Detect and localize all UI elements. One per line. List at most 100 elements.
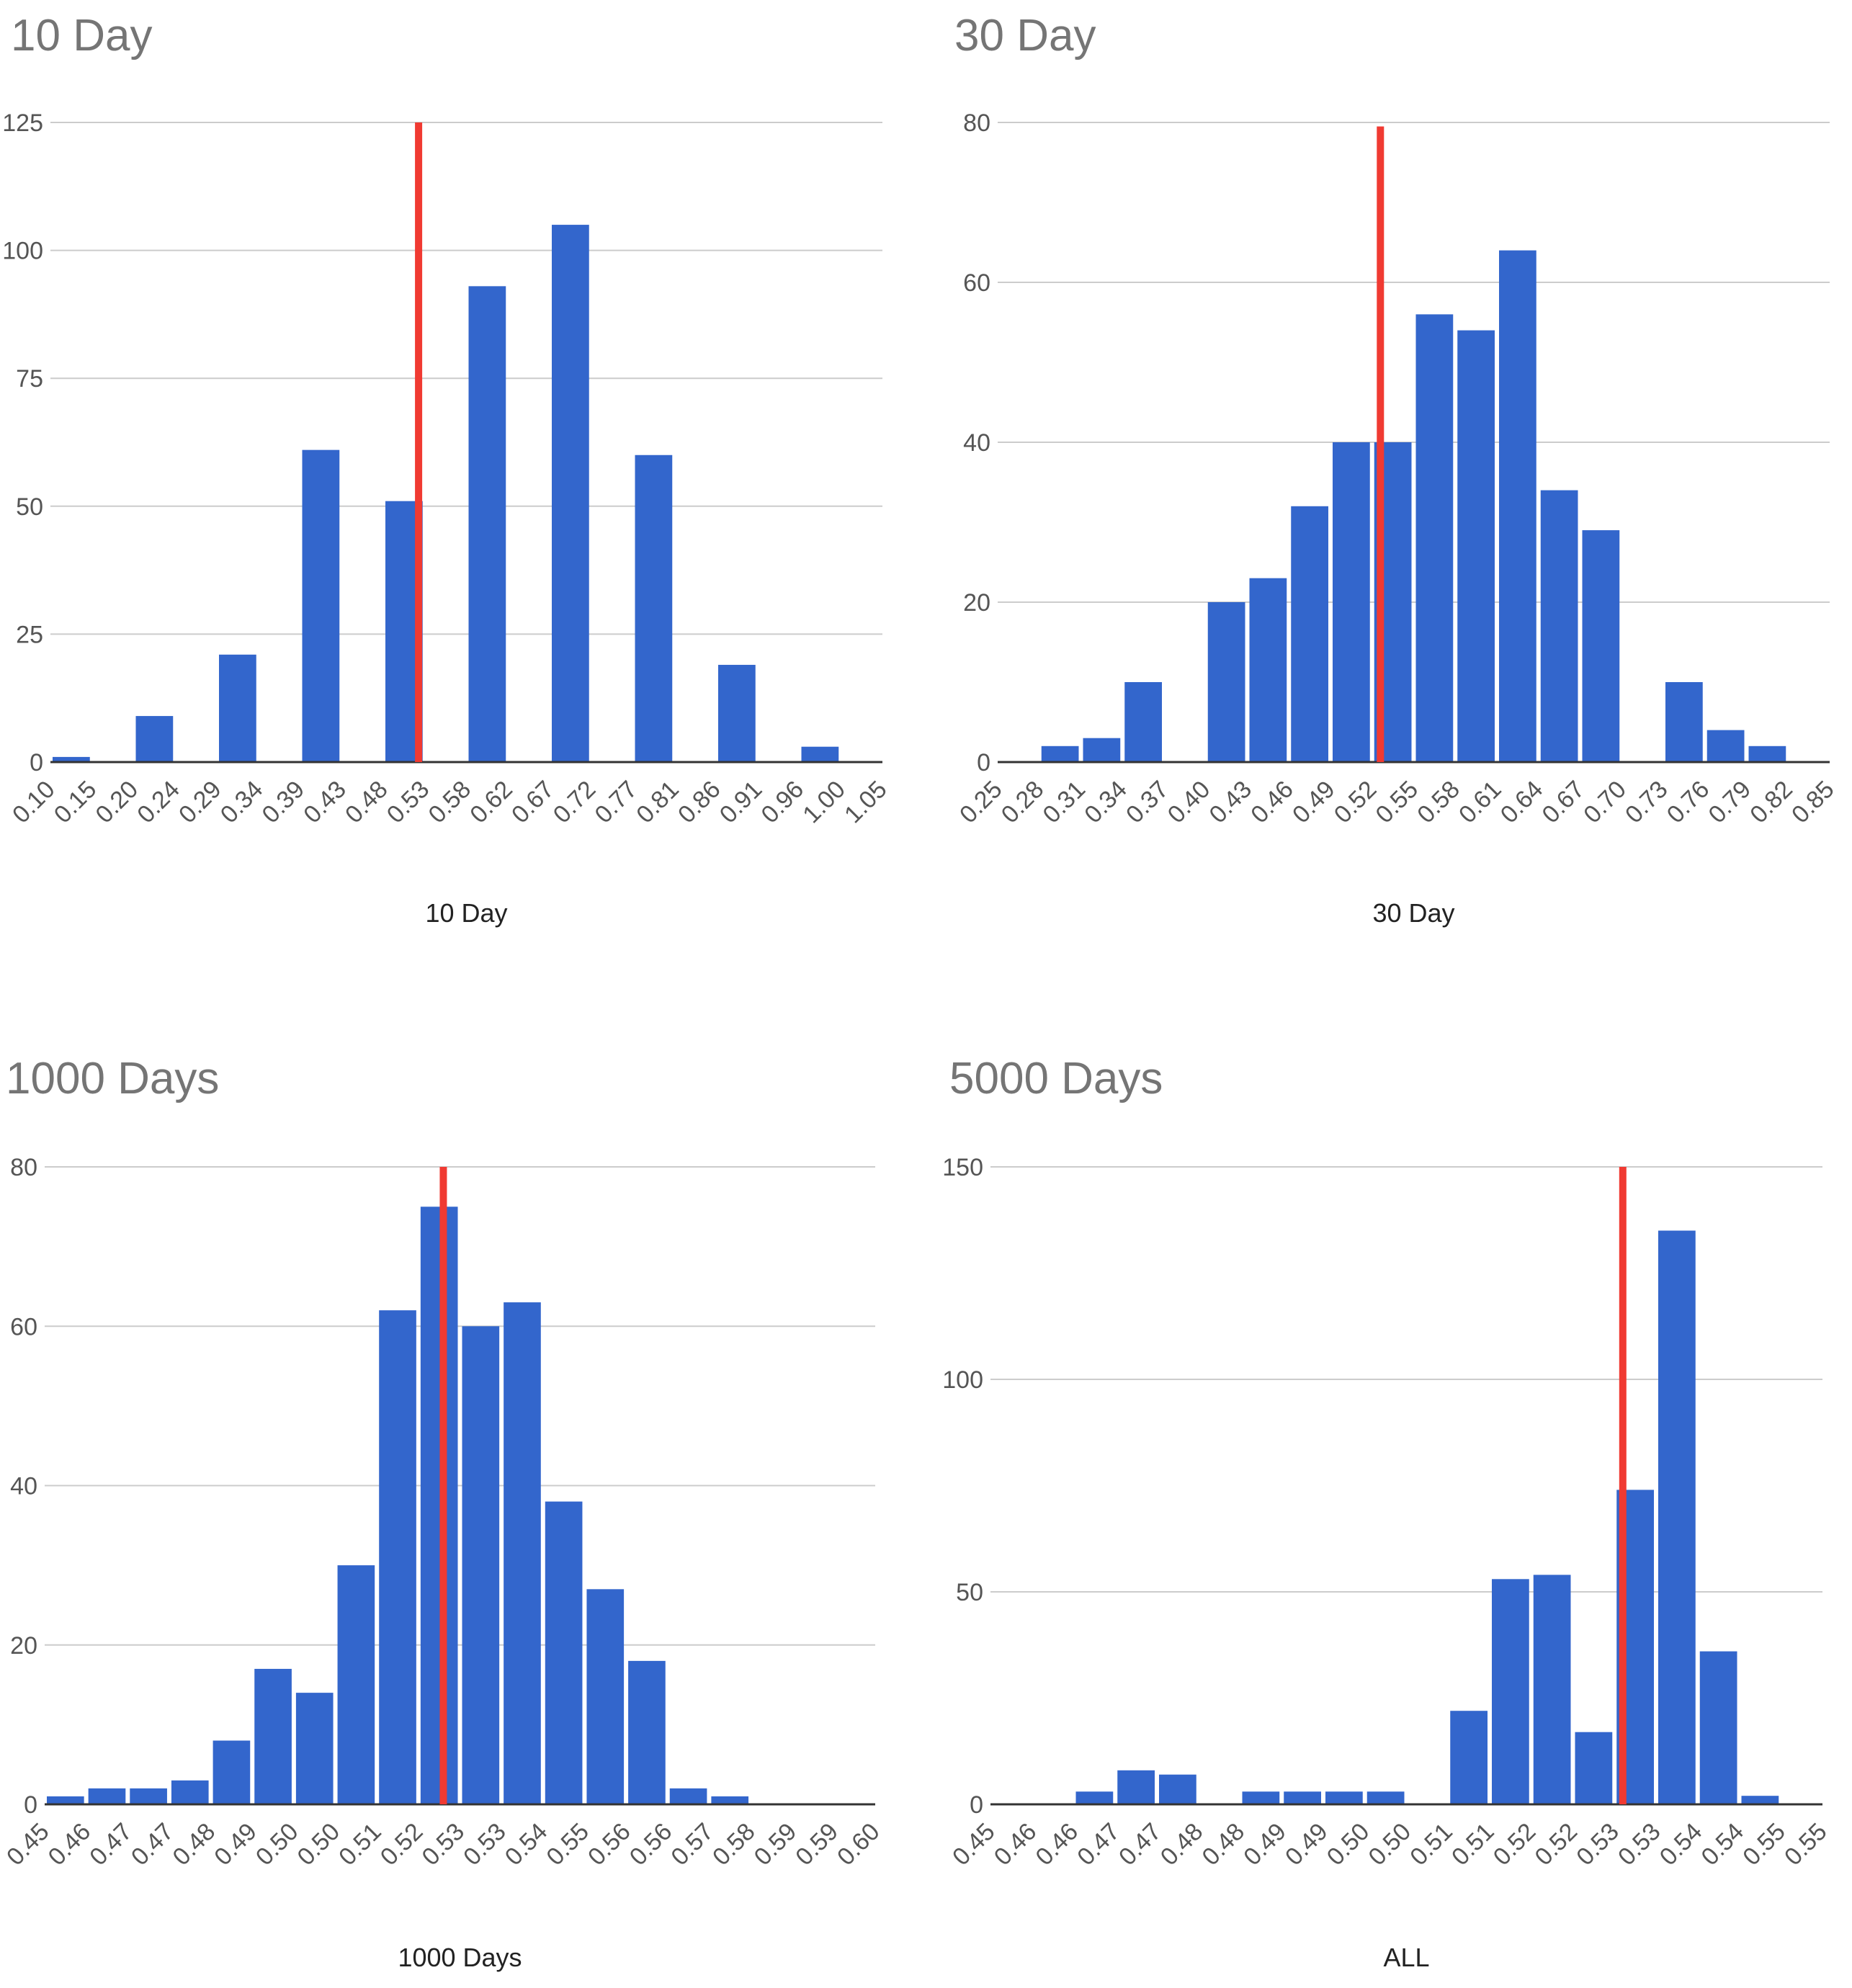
y-tick-label: 0 [24, 1791, 37, 1819]
x-tick-label: 0.39 [256, 776, 310, 829]
x-tick-label: 0.58 [707, 1818, 761, 1871]
x-tick-label: 0.48 [168, 1818, 221, 1871]
x-tick-label: 0.49 [1287, 776, 1341, 829]
histogram-bar [1325, 1791, 1363, 1804]
x-tick-label: 0.51 [1405, 1818, 1458, 1871]
x-tick-label: 0.43 [1204, 776, 1257, 829]
histogram-bar [1575, 1732, 1613, 1804]
histogram-bar [379, 1310, 416, 1804]
chart-title: 1000 Days [6, 1054, 219, 1103]
x-tick-label: 0.85 [1786, 776, 1840, 829]
y-tick-label: 50 [956, 1579, 983, 1606]
x-tick-label: 0.53 [1571, 1818, 1624, 1871]
x-tick-label: 0.70 [1578, 776, 1632, 829]
x-tick-label: 0.54 [1696, 1818, 1749, 1871]
histogram-bar [1366, 1791, 1405, 1804]
x-tick-label: 0.77 [589, 776, 643, 829]
x-tick-label: 0.20 [90, 776, 143, 829]
histogram-bar [1284, 1791, 1321, 1804]
reference-marker-line [415, 122, 423, 762]
y-tick-label: 40 [10, 1473, 37, 1500]
x-tick-label: 0.59 [749, 1818, 802, 1871]
x-tick-label: 0.64 [1495, 776, 1549, 829]
x-tick-label: 0.72 [548, 776, 601, 829]
x-tick-label: 0.52 [1488, 1818, 1542, 1871]
histogram-bar [1533, 1575, 1571, 1804]
histogram-bar [462, 1326, 500, 1804]
x-tick-label: 0.37 [1121, 776, 1174, 829]
x-tick-label: 0.49 [1238, 1818, 1292, 1871]
chart-1: 30 Day0204060800.250.280.310.340.370.400… [954, 11, 1840, 928]
y-tick-label: 100 [942, 1366, 983, 1394]
chart-0: 10 Day02550751001250.100.150.200.240.290… [2, 11, 892, 928]
y-tick-label: 125 [2, 109, 43, 137]
x-tick-label: 0.56 [625, 1818, 678, 1871]
x-tick-label: 0.62 [465, 776, 518, 829]
x-tick-label: 0.55 [541, 1818, 594, 1871]
y-tick-label: 50 [16, 493, 43, 521]
x-tick-label: 1.05 [839, 776, 893, 829]
x-tick-label: 0.28 [996, 776, 1050, 829]
y-tick-label: 80 [963, 109, 990, 137]
x-tick-label: 0.48 [340, 776, 393, 829]
histogram-bar [1333, 442, 1370, 762]
x-tick-label: 0.47 [1114, 1818, 1167, 1871]
x-tick-label: 0.51 [1446, 1818, 1500, 1871]
histogram-bar [628, 1660, 666, 1804]
x-tick-label: 0.73 [1620, 776, 1673, 829]
chart-title: 5000 Days [949, 1054, 1163, 1103]
histogram-bar [468, 286, 506, 762]
x-tick-label: 0.52 [1329, 776, 1382, 829]
histogram-bar [1117, 1770, 1155, 1804]
y-tick-label: 100 [2, 238, 43, 265]
x-tick-label: 0.24 [132, 776, 185, 829]
y-tick-label: 80 [10, 1154, 37, 1181]
x-tick-label: 0.67 [506, 776, 560, 829]
histogram-bar [545, 1501, 583, 1804]
x-tick-label: 0.57 [666, 1818, 719, 1871]
x-tick-label: 0.76 [1662, 776, 1715, 829]
x-tick-label: 0.47 [84, 1818, 138, 1871]
histogram-bar [669, 1788, 707, 1804]
histogram-bar [1083, 738, 1121, 762]
histogram-bar [302, 449, 340, 762]
x-tick-label: 0.45 [947, 1818, 1001, 1871]
x-tick-label: 0.61 [1454, 776, 1507, 829]
x-tick-label: 0.50 [292, 1818, 346, 1871]
x-tick-label: 0.53 [382, 776, 435, 829]
x-tick-label: 0.53 [416, 1818, 470, 1871]
x-tick-label: 0.58 [1412, 776, 1465, 829]
reference-marker-line [439, 1167, 447, 1804]
histogram-bar [1658, 1230, 1696, 1804]
x-tick-label: 0.55 [1737, 1818, 1791, 1871]
y-tick-label: 0 [977, 749, 990, 776]
x-tick-label: 0.51 [334, 1818, 387, 1871]
histogram-bar [1159, 1774, 1196, 1804]
y-tick-label: 25 [16, 621, 43, 648]
x-tick-label: 0.48 [1155, 1818, 1209, 1871]
x-tick-label: 0.49 [209, 1818, 262, 1871]
x-tick-label: 0.47 [1072, 1818, 1125, 1871]
histogram-bar [219, 654, 256, 762]
x-tick-label: 0.46 [43, 1818, 97, 1871]
histogram-bar [1540, 490, 1578, 762]
x-tick-label: 0.53 [458, 1818, 511, 1871]
histogram-bar [1075, 1791, 1114, 1804]
chart-3: 5000 Days0501001500.450.460.460.470.470.… [942, 1054, 1832, 1972]
histogram-bar [1041, 746, 1079, 762]
histogram-bar [1492, 1579, 1529, 1804]
reference-marker-line [1377, 126, 1384, 763]
x-tick-label: 0.10 [7, 776, 61, 829]
x-tick-label: 0.53 [1613, 1818, 1666, 1871]
x-tick-label: 0.82 [1745, 776, 1798, 829]
y-tick-label: 0 [970, 1791, 983, 1819]
x-tick-label: 0.50 [1363, 1818, 1416, 1871]
x-tick-label: 0.43 [298, 776, 352, 829]
x-tick-label: 0.52 [375, 1818, 429, 1871]
x-tick-label: 0.56 [583, 1818, 636, 1871]
histogram-bar [1741, 1796, 1779, 1804]
x-tick-label: 0.46 [989, 1818, 1042, 1871]
x-tick-label: 0.86 [673, 776, 726, 829]
histogram-bar [295, 1693, 334, 1804]
